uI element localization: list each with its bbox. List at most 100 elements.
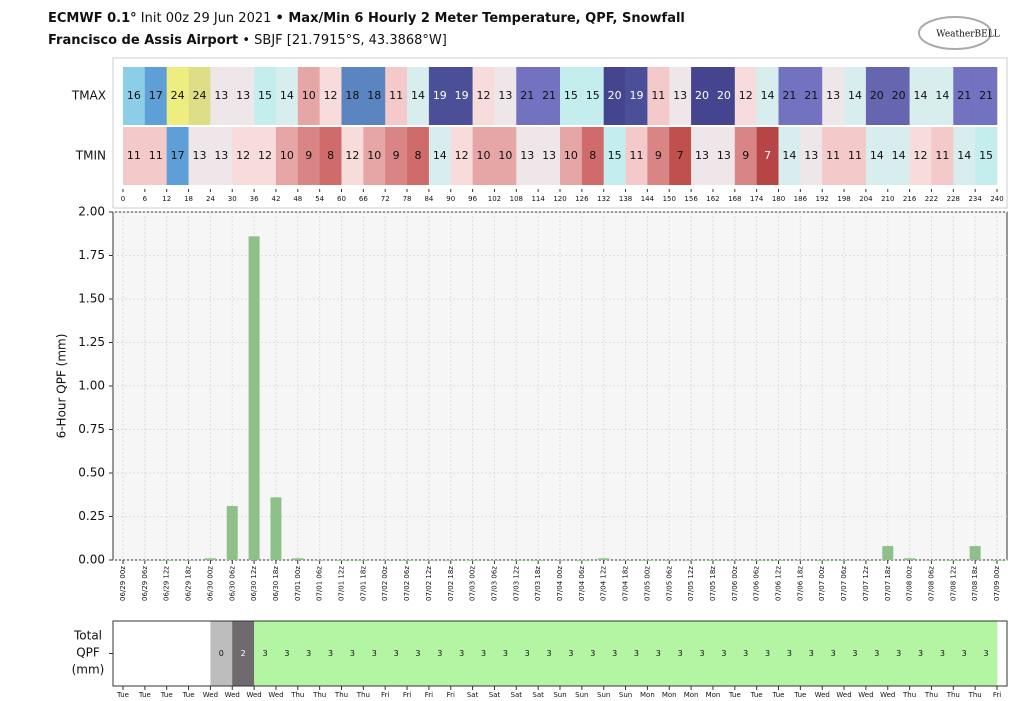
temp-label: 8 (589, 149, 596, 162)
temp-label: 13 (192, 149, 206, 162)
temp-cell (669, 67, 692, 125)
temp-label: 21 (542, 89, 556, 102)
temp-cell (756, 67, 779, 125)
temp-label: 24 (192, 89, 206, 102)
total-label: 3 (852, 649, 857, 658)
x-tick-label: 07/09 00z (993, 566, 1001, 601)
total-cell (822, 621, 845, 686)
bar (248, 236, 260, 561)
total-label: 3 (831, 649, 836, 658)
temp-label: 15 (258, 89, 272, 102)
total-label: 3 (699, 649, 704, 658)
temp-label: 20 (695, 89, 709, 102)
x-tick-label: 54 (315, 195, 324, 203)
x-tick-label: Mon (662, 691, 677, 699)
temp-cell (275, 67, 299, 125)
temp-label: 11 (629, 149, 643, 162)
temp-label: 18 (345, 89, 359, 102)
x-tick-label: 07/02 12z (425, 566, 433, 601)
temp-cell (341, 127, 364, 185)
y-tick-label: 1.75 (78, 248, 105, 262)
temp-cell (865, 67, 889, 125)
x-tick-label: 06/30 06z (228, 566, 236, 601)
temp-cell (625, 67, 648, 125)
x-tick-label: 168 (728, 195, 741, 203)
temp-label: 10 (498, 149, 512, 162)
temp-cell (931, 67, 954, 125)
temp-label: 21 (957, 89, 971, 102)
total-label: 3 (503, 649, 508, 658)
temp-label: 15 (608, 149, 622, 162)
temp-label: 14 (892, 149, 906, 162)
temp-cell (123, 67, 146, 125)
bar (598, 558, 610, 560)
temp-label: 19 (629, 89, 643, 102)
temp-cell (385, 127, 408, 185)
temp-label: 24 (171, 89, 185, 102)
total-cell (428, 621, 452, 686)
temp-label: 11 (826, 149, 840, 162)
total-cell (385, 621, 408, 686)
x-tick-label: Thu (946, 691, 960, 699)
x-tick-label: 204 (859, 195, 873, 203)
temp-label: 14 (433, 149, 447, 162)
x-tick-label: Tue (160, 691, 173, 699)
temp-label: 8 (327, 149, 334, 162)
bar (773, 560, 784, 561)
bar (969, 546, 981, 560)
bar (685, 560, 697, 561)
y-tick-label: 1.00 (78, 379, 105, 393)
temp-label: 12 (258, 149, 272, 162)
y-tick-label: 1.25 (78, 335, 105, 349)
total-label: 3 (612, 649, 617, 658)
x-tick-label: Sun (619, 691, 632, 699)
x-tick-label: 102 (488, 195, 501, 203)
x-tick-label: 216 (903, 195, 917, 203)
temp-label: 20 (717, 89, 731, 102)
bar (357, 560, 369, 561)
temp-cell (254, 67, 277, 125)
total-cell (538, 621, 561, 686)
temp-cell (887, 127, 910, 185)
temp-label: 12 (345, 149, 359, 162)
x-tick-label: Thu (924, 691, 938, 699)
total-cell (691, 621, 714, 686)
total-label: 3 (372, 649, 377, 658)
station-info: • SBJF [21.7915°S, 43.3868°W] (238, 33, 447, 48)
temp-label: 20 (608, 89, 622, 102)
temp-cell (560, 67, 583, 125)
x-tick-label: 06/29 00z (119, 566, 127, 601)
x-tick-label: 192 (816, 195, 829, 203)
x-tick-label: Mon (706, 691, 721, 699)
temp-cell (581, 67, 604, 125)
temp-cell (341, 67, 364, 125)
bar (751, 560, 763, 561)
total-label: 3 (547, 649, 552, 658)
x-tick-label: 72 (381, 195, 390, 203)
total-cell (909, 621, 932, 686)
total-label: 3 (481, 649, 486, 658)
temp-label: 11 (389, 89, 403, 102)
total-label: 3 (284, 649, 289, 658)
bar (161, 560, 173, 561)
temp-label: 15 (586, 89, 600, 102)
temp-label: 9 (393, 149, 400, 162)
x-tick-label: Tue (138, 691, 151, 699)
x-tick-label: Thu (334, 691, 348, 699)
bar (904, 558, 916, 560)
total-label: 3 (328, 649, 333, 658)
x-tick-label: Wed (858, 691, 873, 699)
temp-cell (603, 127, 626, 185)
temp-label: 10 (477, 149, 491, 162)
x-tick-label: 07/08 00z (906, 566, 914, 601)
x-tick-label: Fri (993, 691, 1001, 699)
temp-label: 13 (804, 149, 818, 162)
x-tick-label: 07/01 00z (294, 566, 302, 601)
x-tick-label: 174 (750, 195, 764, 203)
x-tick-label: Tue (772, 691, 785, 699)
x-tick-label: 114 (531, 195, 545, 203)
temp-label: 14 (957, 149, 971, 162)
x-tick-label: Thu (290, 691, 304, 699)
x-tick-label: Sun (575, 691, 588, 699)
